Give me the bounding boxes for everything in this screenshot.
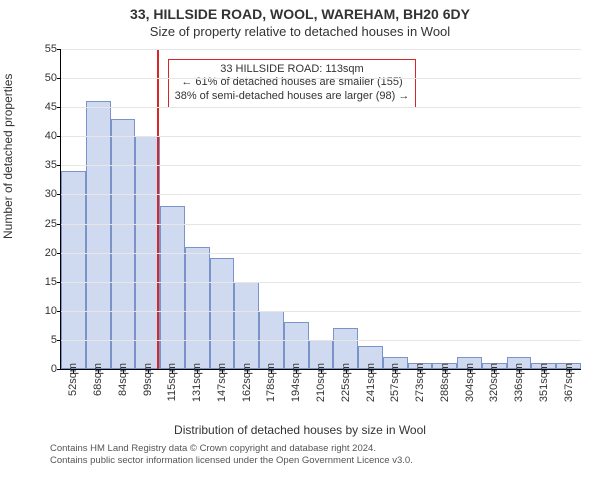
y-tick-mark <box>57 78 61 79</box>
y-tick-label: 30 <box>33 188 57 200</box>
x-axis-label: Distribution of detached houses by size … <box>0 423 600 437</box>
x-tick-label: 241sqm <box>365 363 377 402</box>
gridline <box>61 49 581 50</box>
gridline <box>61 165 581 166</box>
annotation-line: 33 HILLSIDE ROAD: 113sqm <box>175 63 410 77</box>
page-title: 33, HILLSIDE ROAD, WOOL, WAREHAM, BH20 6… <box>0 0 600 22</box>
x-tick-label: 162sqm <box>241 363 253 402</box>
page-subtitle: Size of property relative to detached ho… <box>0 22 600 39</box>
y-tick-label: 10 <box>33 305 57 317</box>
x-tick-label: 84sqm <box>117 363 129 396</box>
bar <box>160 206 185 369</box>
x-tick-label: 225sqm <box>340 363 352 402</box>
footer-line-2: Contains public sector information licen… <box>50 455 590 467</box>
y-tick-mark <box>57 194 61 195</box>
y-tick-label: 50 <box>33 72 57 84</box>
x-tick-label: 257sqm <box>389 363 401 402</box>
x-tick-label: 367sqm <box>563 363 575 402</box>
y-tick-mark <box>57 282 61 283</box>
plot-area: 33 HILLSIDE ROAD: 113sqm← 61% of detache… <box>60 49 581 370</box>
x-tick-label: 336sqm <box>513 363 525 402</box>
bar <box>111 119 136 369</box>
y-tick-label: 0 <box>33 363 57 375</box>
bar <box>210 258 235 369</box>
gridline <box>61 136 581 137</box>
gridline <box>61 107 581 108</box>
gridline <box>61 224 581 225</box>
y-tick-mark <box>57 49 61 50</box>
gridline <box>61 194 581 195</box>
y-tick-label: 35 <box>33 159 57 171</box>
gridline <box>61 78 581 79</box>
x-tick-label: 52sqm <box>67 363 79 396</box>
footer-line-1: Contains HM Land Registry data © Crown c… <box>50 443 590 455</box>
y-tick-mark <box>57 340 61 341</box>
gridline <box>61 253 581 254</box>
chart-container: Number of detached properties 33 HILLSID… <box>0 39 600 439</box>
y-tick-mark <box>57 224 61 225</box>
x-tick-label: 115sqm <box>166 363 178 401</box>
x-tick-label: 273sqm <box>414 363 426 402</box>
y-tick-label: 55 <box>33 43 57 55</box>
y-tick-label: 5 <box>33 334 57 346</box>
gridline <box>61 282 581 283</box>
x-tick-label: 147sqm <box>216 363 228 402</box>
y-tick-mark <box>57 165 61 166</box>
x-tick-label: 68sqm <box>92 363 104 396</box>
x-tick-label: 131sqm <box>191 363 203 402</box>
gridline <box>61 311 581 312</box>
x-tick-label: 178sqm <box>265 363 277 402</box>
annotation-box: 33 HILLSIDE ROAD: 113sqm← 61% of detache… <box>168 59 417 108</box>
bar <box>86 101 111 369</box>
x-tick-label: 194sqm <box>290 363 302 402</box>
bar <box>234 282 259 369</box>
x-tick-label: 210sqm <box>315 363 327 402</box>
y-axis-label: Number of detached properties <box>1 74 15 239</box>
y-tick-mark <box>57 369 61 370</box>
x-tick-label: 99sqm <box>142 363 154 396</box>
y-tick-label: 15 <box>33 276 57 288</box>
x-tick-label: 320sqm <box>488 363 500 402</box>
x-tick-label: 304sqm <box>464 363 476 402</box>
bar <box>185 247 210 369</box>
reference-line <box>157 49 159 369</box>
y-tick-label: 25 <box>33 218 57 230</box>
y-tick-mark <box>57 136 61 137</box>
y-tick-mark <box>57 107 61 108</box>
annotation-line: 38% of semi-detached houses are larger (… <box>175 90 410 104</box>
y-tick-label: 40 <box>33 130 57 142</box>
x-tick-label: 288sqm <box>439 363 451 402</box>
gridline <box>61 340 581 341</box>
y-tick-label: 45 <box>33 101 57 113</box>
y-tick-mark <box>57 253 61 254</box>
y-tick-mark <box>57 311 61 312</box>
footer-attribution: Contains HM Land Registry data © Crown c… <box>0 439 600 467</box>
y-tick-label: 20 <box>33 247 57 259</box>
x-tick-label: 351sqm <box>538 363 550 402</box>
